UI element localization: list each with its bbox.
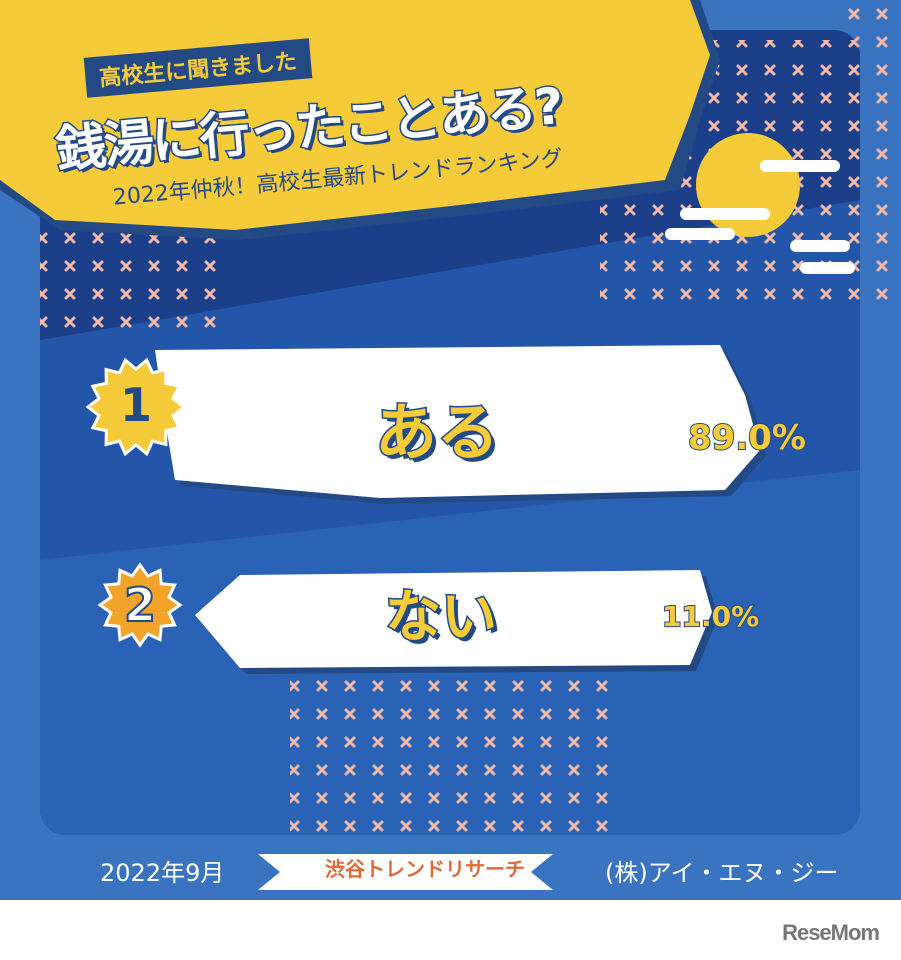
footer-ribbon (258, 854, 553, 890)
answer-2-label: ない (384, 584, 499, 652)
cloud-icon (665, 160, 855, 274)
moon-icon (696, 133, 800, 237)
answer-card-2 (195, 570, 712, 668)
rank-2-number: 2 (123, 577, 157, 633)
answer-1-percent: 89.0% (687, 417, 807, 459)
company-name: (株)アイ・エヌ・ジー (605, 859, 839, 887)
resemom-logo: ReseMom (782, 920, 880, 945)
answer-2-percent: 11.0% (661, 599, 760, 634)
rank-1-number: 1 (119, 378, 152, 432)
answer-card-1 (155, 345, 760, 498)
survey-date: 2022年9月 (100, 859, 225, 887)
rank-1-badge (85, 357, 187, 457)
answer-1-label: ある (373, 395, 500, 471)
rank-2-badge (97, 562, 183, 648)
source-name: 渋谷トレンドリサーチ (325, 857, 525, 881)
